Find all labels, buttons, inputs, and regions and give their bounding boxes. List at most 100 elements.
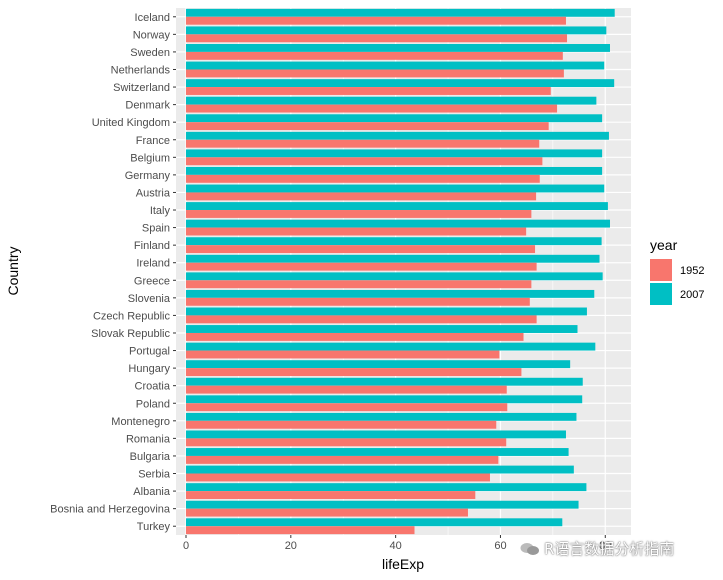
- bar-1952: [186, 210, 532, 218]
- bar-2007: [186, 202, 608, 211]
- bar-2007: [186, 61, 605, 70]
- bar-2007: [186, 430, 566, 439]
- bar-1952: [186, 16, 566, 25]
- bar-2007: [186, 500, 579, 509]
- x-tick-label: 60: [494, 540, 506, 552]
- bar-1952: [186, 122, 549, 131]
- y-tick-label: Bosnia and Herzegovina: [50, 504, 171, 516]
- bar-2007: [186, 114, 603, 123]
- bar-2007: [186, 79, 615, 88]
- bar-1952: [186, 420, 497, 429]
- y-tick-label: Switzerland: [113, 82, 170, 94]
- watermark-text: R语言数据分析指南: [544, 540, 675, 558]
- bar-2007: [186, 149, 603, 158]
- bar-1952: [186, 262, 537, 271]
- y-tick-label: Hungary: [128, 363, 170, 375]
- y-tick-label: France: [136, 135, 170, 147]
- bar-2007: [186, 377, 583, 386]
- bar-1952: [186, 157, 543, 166]
- y-tick-label: Belgium: [130, 152, 170, 164]
- panel-background: [176, 8, 631, 535]
- bar-2007: [186, 483, 587, 492]
- bar-2007: [186, 8, 615, 17]
- bar-1952: [186, 280, 532, 289]
- bar-1952: [186, 455, 499, 464]
- x-axis: 0 20 40 60 80: [183, 535, 611, 552]
- watermark: R语言数据分析指南: [520, 538, 674, 559]
- y-tick-label: Montenegro: [111, 416, 170, 428]
- y-tick-label: Slovenia: [128, 293, 171, 305]
- legend-key-1952: [650, 259, 672, 281]
- bar-1952: [186, 174, 540, 183]
- bar-2007: [186, 518, 563, 527]
- y-axis: Iceland Norway Sweden Netherlands Switzerlan…: [50, 12, 176, 533]
- y-tick-label: Denmark: [125, 100, 170, 112]
- bar-2007: [186, 412, 577, 421]
- bar-2007: [186, 26, 607, 35]
- x-tick-label: 20: [285, 540, 297, 552]
- y-tick-label: Slovak Republic: [91, 328, 170, 340]
- bar-2007: [186, 96, 597, 105]
- bar-1952: [186, 385, 507, 394]
- y-tick-label: Italy: [150, 205, 171, 217]
- wechat-icon: [520, 543, 539, 555]
- bar-2007: [186, 325, 578, 333]
- bar-1952: [186, 227, 527, 236]
- y-tick-label: Portugal: [129, 346, 170, 358]
- y-tick-label: Norway: [133, 29, 171, 41]
- bar-2007: [186, 395, 583, 404]
- bar-2007: [186, 448, 569, 456]
- y-tick-label: Turkey: [137, 521, 171, 533]
- y-tick-label: Greece: [134, 275, 170, 287]
- x-tick-label: 40: [390, 540, 402, 552]
- bar-2007: [186, 360, 571, 369]
- y-tick-label: Czech Republic: [93, 310, 171, 322]
- y-tick-label: Bulgaria: [130, 451, 171, 463]
- bar-2007: [186, 272, 603, 281]
- bar-1952: [186, 69, 564, 78]
- y-tick-label: Albania: [133, 486, 171, 498]
- legend-key-2007: [650, 283, 672, 305]
- bar-2007: [186, 219, 610, 228]
- bar-1952: [186, 368, 522, 377]
- y-tick-label: Croatia: [135, 381, 171, 393]
- bar-1952: [186, 473, 490, 482]
- bar-1952: [186, 245, 536, 254]
- legend-title: year: [650, 237, 678, 253]
- bar-1952: [186, 491, 476, 499]
- y-tick-label: Germany: [125, 170, 171, 182]
- bar-2007: [186, 342, 596, 351]
- y-tick-label: Sweden: [130, 47, 170, 59]
- bar-1952: [186, 332, 524, 341]
- bar-1952: [186, 526, 415, 535]
- x-tick-label: 0: [183, 540, 189, 552]
- y-tick-label: United Kingdom: [92, 117, 170, 129]
- y-tick-label: Austria: [136, 187, 171, 199]
- bar-2007: [186, 465, 574, 474]
- legend-label-2007: 2007: [680, 289, 704, 301]
- bar-2007: [186, 44, 610, 52]
- y-tick-label: Iceland: [135, 12, 170, 24]
- bar-1952: [186, 315, 537, 324]
- bar-2007: [186, 237, 602, 246]
- bar-1952: [186, 350, 500, 359]
- bar-2007: [186, 166, 603, 175]
- legend-label-1952: 1952: [680, 265, 704, 277]
- bar-2007: [186, 254, 600, 263]
- y-tick-label: Netherlands: [111, 64, 171, 76]
- bar-1952: [186, 403, 508, 412]
- legend: year 1952 2007: [650, 237, 704, 305]
- y-tick-label: Romania: [126, 433, 171, 445]
- bar-2007: [186, 307, 587, 316]
- x-axis-title: lifeExp: [382, 556, 424, 572]
- bar-2007: [186, 289, 595, 298]
- minor-gridlines: [238, 8, 554, 535]
- y-tick-label: Poland: [136, 398, 170, 410]
- y-tick-label: Ireland: [136, 258, 170, 270]
- y-axis-title: Country: [5, 246, 21, 295]
- bar-1952: [186, 34, 568, 43]
- bars: [186, 8, 615, 535]
- bar-2007: [186, 131, 609, 140]
- x-tick-label: 80: [599, 540, 611, 552]
